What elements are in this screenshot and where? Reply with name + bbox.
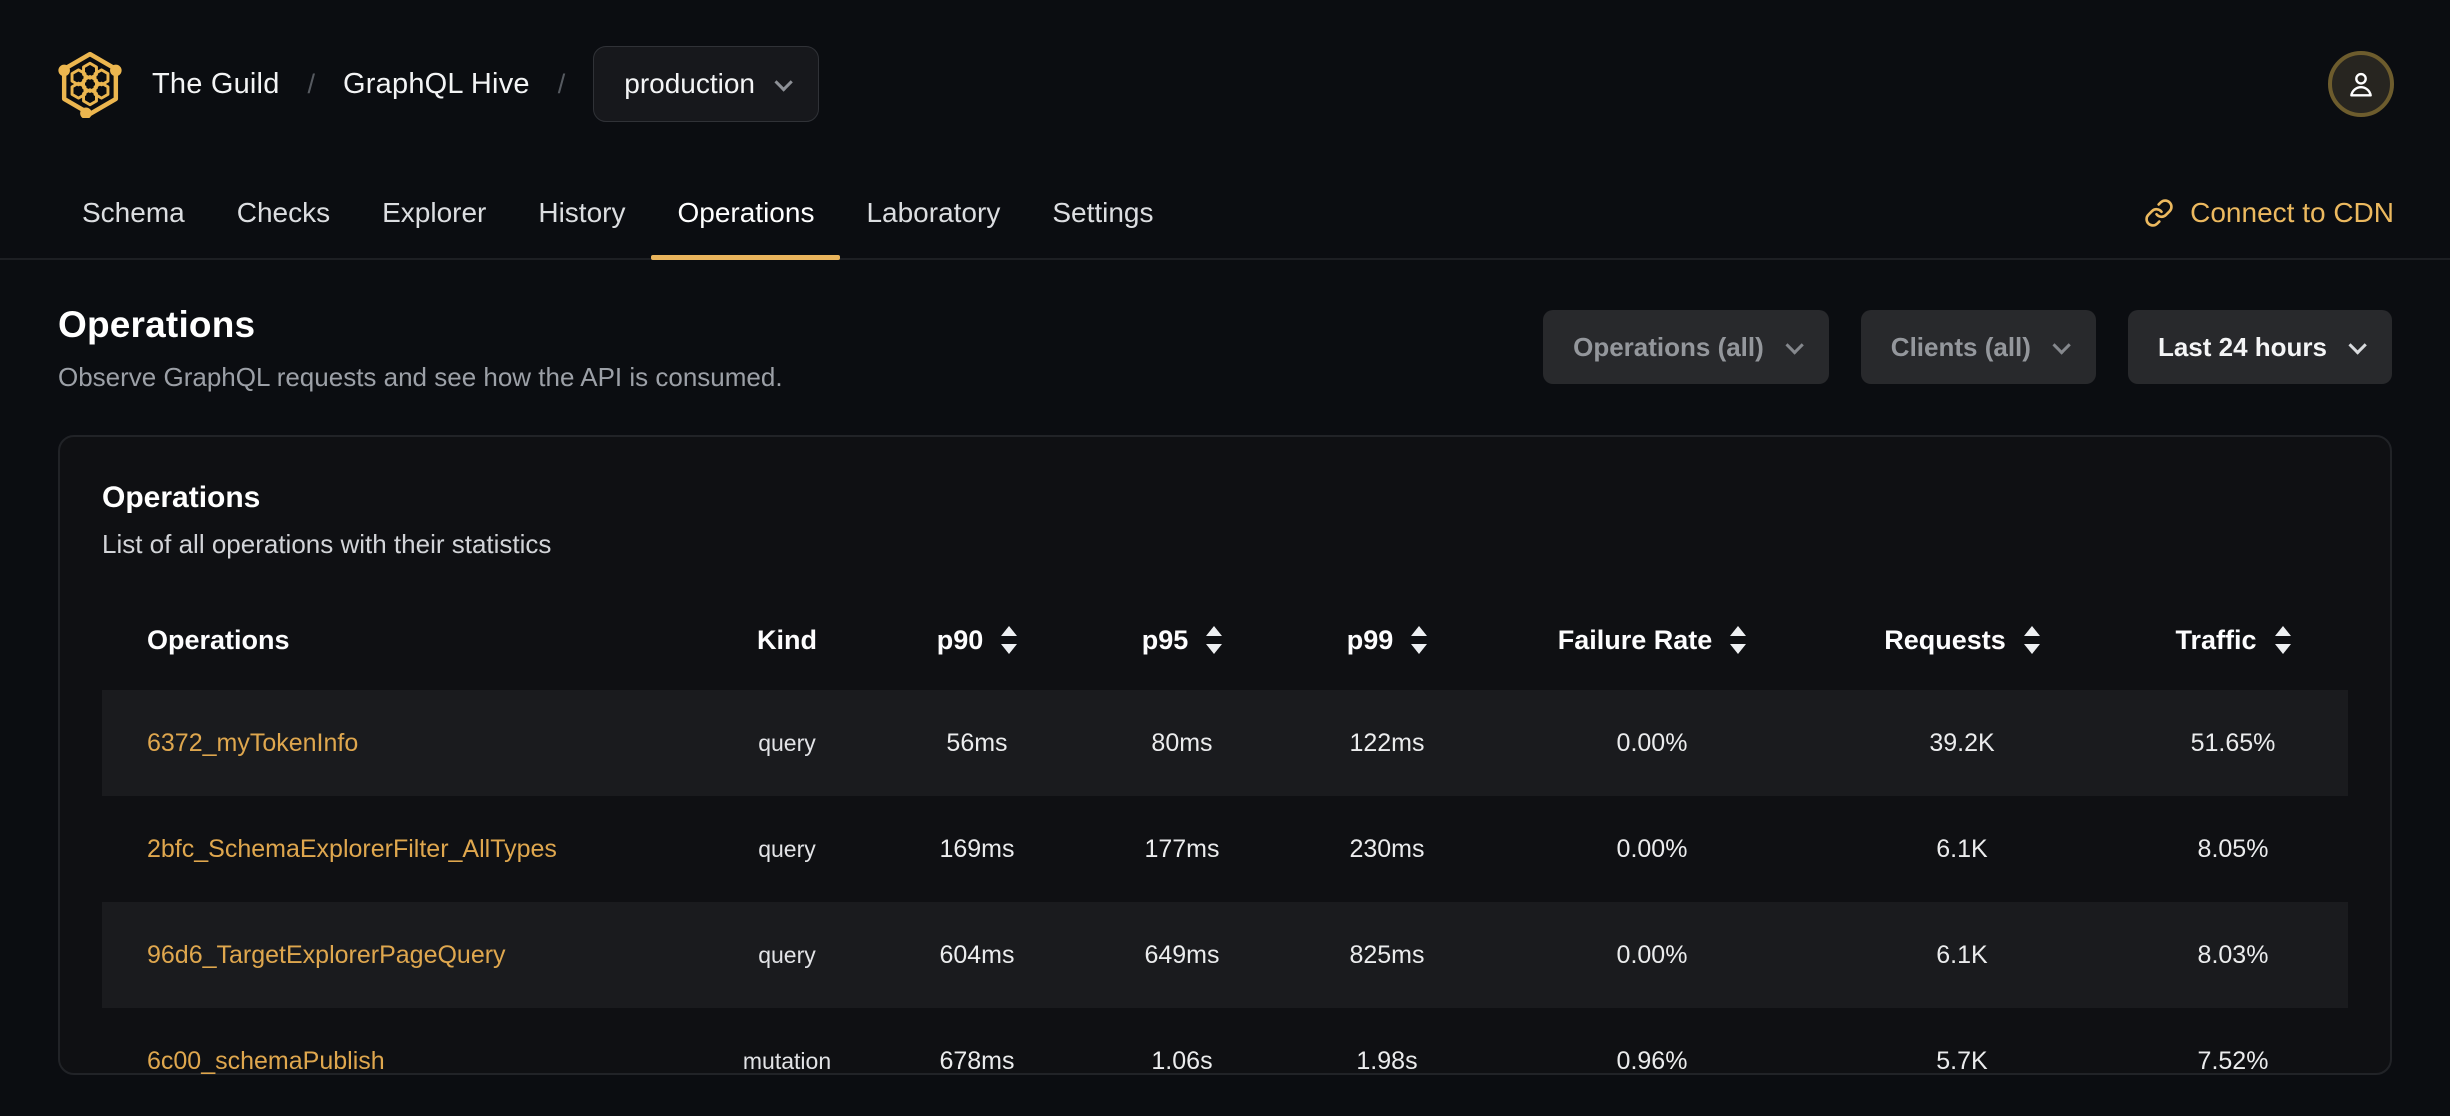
card-title: Operations (102, 481, 261, 514)
column-header-traffic[interactable]: Traffic (2112, 625, 2354, 656)
tab-checks[interactable]: Checks (236, 197, 331, 228)
table-row: 96d6_TargetExplorerPageQuery query 604ms… (102, 902, 2348, 1008)
breadcrumb: The Guild / GraphQL Hive / production (56, 46, 820, 122)
chevron-down-icon (774, 72, 793, 92)
org-name[interactable]: The Guild (152, 67, 280, 100)
operations-filter-label: Operations (all) (1573, 331, 1764, 362)
time-range-label: Last 24 hours (2157, 331, 2327, 362)
cell-p90: 169ms (939, 834, 1015, 863)
sort-arrows-icon (1411, 626, 1428, 654)
tab-explorer[interactable]: Explorer (382, 197, 487, 228)
sort-arrows-icon (1206, 626, 1223, 654)
clients-filter-dropdown[interactable]: Clients (all) (1860, 310, 2096, 384)
sort-arrows-icon (1001, 626, 1018, 654)
cell-traffic: 8.05% (2197, 834, 2269, 863)
cell-p99: 1.98s (1356, 1046, 1418, 1075)
table-row: 2bfc_SchemaExplorerFilter_AllTypes query… (102, 796, 2348, 902)
column-header-operations: Operations (147, 624, 290, 655)
cell-requests: 5.7K (1936, 1046, 1988, 1075)
tab-history[interactable]: History (538, 197, 626, 228)
cell-kind: query (758, 729, 816, 756)
chevron-down-icon (2348, 335, 2367, 355)
filter-controls: Operations (all) Clients (all) Last 24 h… (1543, 310, 2392, 384)
chevron-down-icon (2052, 335, 2071, 355)
table-row: 6c00_schemaPublish mutation 678ms 1.06s … (102, 1008, 2348, 1114)
card-subtitle: List of all operations with their statis… (102, 529, 552, 559)
operations-card: Operations List of all operations with t… (58, 435, 2392, 1075)
link-icon (2145, 199, 2173, 227)
cell-p99: 825ms (1349, 940, 1425, 969)
cell-traffic: 8.03% (2197, 940, 2269, 969)
connect-to-cdn-label: Connect to CDN (2190, 197, 2394, 228)
cell-kind: query (758, 835, 816, 862)
cell-p90: 56ms (946, 728, 1008, 757)
cell-p95: 177ms (1144, 834, 1220, 863)
operations-table: Operations Kind p90 p95 p99 Failure Rate… (102, 590, 2348, 1114)
cell-p90: 678ms (939, 1046, 1015, 1075)
cell-failure-rate: 0.00% (1616, 834, 1688, 863)
column-header-p90[interactable]: p90 (872, 625, 1082, 656)
column-header-kind: Kind (757, 624, 817, 655)
page-header-text: Operations Observe GraphQL requests and … (58, 304, 783, 393)
cell-requests: 39.2K (1929, 728, 1995, 757)
cell-failure-rate: 0.00% (1616, 728, 1688, 757)
clients-filter-label: Clients (all) (1890, 331, 2031, 362)
column-header-requests[interactable]: Requests (1812, 625, 2112, 656)
project-name[interactable]: GraphQL Hive (343, 67, 530, 100)
top-header: The Guild / GraphQL Hive / production (0, 0, 2450, 168)
operation-link[interactable]: 6c00_schemaPublish (147, 1046, 385, 1075)
hive-logo-icon[interactable] (56, 50, 124, 118)
page-title: Operations (58, 304, 256, 345)
sort-arrows-icon (2023, 626, 2040, 654)
tab-bar: Schema Checks Explorer History Operation… (0, 168, 2450, 260)
column-header-p95[interactable]: p95 (1082, 625, 1282, 656)
breadcrumb-separator: / (557, 68, 566, 99)
tab-operations[interactable]: Operations (651, 168, 841, 260)
cell-p99: 122ms (1349, 728, 1425, 757)
breadcrumb-separator: / (307, 68, 316, 99)
operation-link[interactable]: 6372_myTokenInfo (147, 728, 359, 757)
column-header-failure-rate[interactable]: Failure Rate (1492, 625, 1812, 656)
operation-link[interactable]: 2bfc_SchemaExplorerFilter_AllTypes (147, 834, 557, 863)
tab-settings[interactable]: Settings (1052, 197, 1154, 228)
page-subtitle: Observe GraphQL requests and see how the… (58, 362, 783, 392)
cell-failure-rate: 0.96% (1616, 1046, 1688, 1075)
operation-link[interactable]: 96d6_TargetExplorerPageQuery (147, 940, 506, 969)
page-header: Operations Observe GraphQL requests and … (0, 260, 2450, 393)
cell-kind: mutation (742, 1047, 832, 1074)
sort-arrows-icon (2274, 626, 2291, 654)
cell-p90: 604ms (939, 940, 1015, 969)
connect-to-cdn-link[interactable]: Connect to CDN (2122, 168, 2416, 258)
sort-arrows-icon (1730, 626, 1747, 654)
cell-p95: 1.06s (1151, 1046, 1213, 1075)
chevron-down-icon (1785, 335, 1804, 355)
user-icon (2350, 72, 2372, 97)
target-selector-value: production (624, 68, 756, 99)
cell-p95: 649ms (1144, 940, 1220, 969)
user-menu-button[interactable] (2328, 51, 2394, 117)
cell-kind: query (758, 941, 816, 968)
cell-traffic: 7.52% (2197, 1046, 2269, 1075)
tab-list: Schema Checks Explorer History Operation… (56, 168, 1180, 260)
cell-failure-rate: 0.00% (1616, 940, 1688, 969)
target-selector[interactable]: production (593, 46, 820, 122)
cell-p95: 80ms (1151, 728, 1213, 757)
operations-filter-dropdown[interactable]: Operations (all) (1543, 310, 1829, 384)
cell-traffic: 51.65% (2190, 728, 2276, 757)
tab-laboratory[interactable]: Laboratory (866, 197, 1001, 228)
cell-requests: 6.1K (1936, 940, 1988, 969)
tab-schema[interactable]: Schema (82, 197, 185, 228)
table-header-row: Operations Kind p90 p95 p99 Failure Rate… (102, 590, 2348, 690)
cell-requests: 6.1K (1936, 834, 1988, 863)
cell-p99: 230ms (1349, 834, 1425, 863)
column-header-p99[interactable]: p99 (1282, 625, 1492, 656)
time-range-dropdown[interactable]: Last 24 hours (2127, 310, 2392, 384)
table-row: 6372_myTokenInfo query 56ms 80ms 122ms 0… (102, 690, 2348, 796)
